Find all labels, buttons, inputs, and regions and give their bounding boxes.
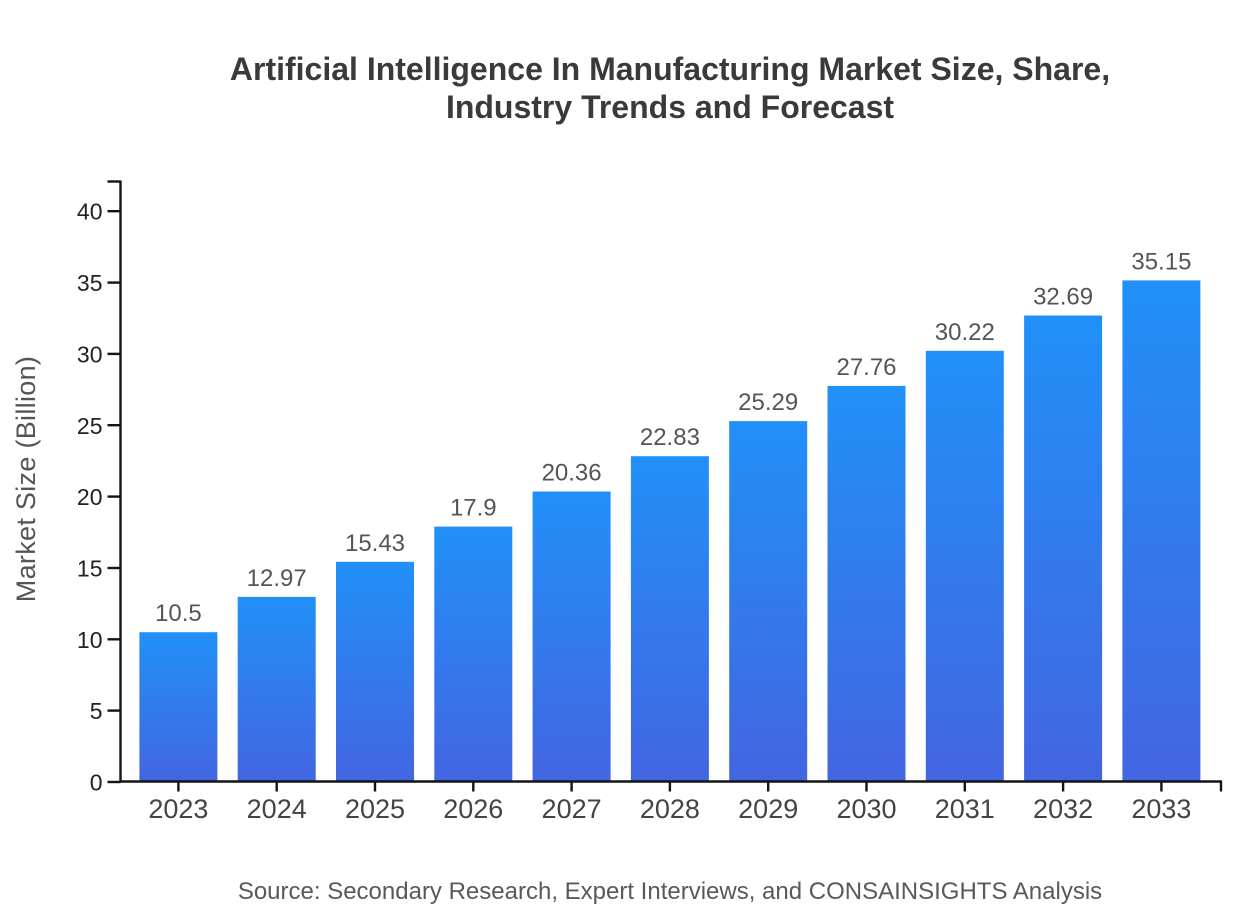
svg-text:17.9: 17.9: [450, 495, 497, 522]
svg-text:15.43: 15.43: [345, 530, 405, 557]
svg-text:35.15: 35.15: [1131, 248, 1191, 275]
svg-text:2023: 2023: [148, 794, 208, 824]
svg-text:2032: 2032: [1033, 794, 1093, 824]
svg-text:32.69: 32.69: [1033, 284, 1093, 311]
svg-text:25.29: 25.29: [738, 389, 798, 416]
svg-text:10: 10: [77, 627, 103, 653]
svg-text:2028: 2028: [640, 794, 700, 824]
svg-text:2033: 2033: [1131, 794, 1191, 824]
svg-text:2031: 2031: [935, 794, 995, 824]
svg-text:10.5: 10.5: [155, 600, 202, 627]
svg-text:40: 40: [77, 199, 103, 225]
svg-text:22.83: 22.83: [640, 424, 700, 451]
svg-text:2026: 2026: [443, 794, 503, 824]
svg-text:12.97: 12.97: [247, 565, 307, 592]
svg-text:15: 15: [77, 556, 103, 582]
svg-text:35: 35: [77, 270, 103, 296]
svg-text:0: 0: [90, 770, 103, 796]
svg-text:2030: 2030: [836, 794, 896, 824]
svg-text:Source: Secondary Research, Ex: Source: Secondary Research, Expert Inter…: [238, 878, 1102, 905]
svg-text:2025: 2025: [345, 794, 405, 824]
svg-text:5: 5: [90, 698, 103, 724]
svg-text:2024: 2024: [247, 794, 307, 824]
svg-text:2029: 2029: [738, 794, 798, 824]
svg-text:Artificial Intelligence In Man: Artificial Intelligence In Manufacturing…: [230, 51, 1110, 87]
svg-text:20: 20: [77, 484, 103, 510]
svg-text:27.76: 27.76: [836, 354, 896, 381]
svg-text:Industry Trends and Forecast: Industry Trends and Forecast: [446, 89, 894, 125]
svg-text:30: 30: [77, 341, 103, 367]
svg-text:25: 25: [77, 413, 103, 439]
svg-text:2027: 2027: [542, 794, 602, 824]
svg-text:20.36: 20.36: [542, 460, 602, 487]
svg-text:30.22: 30.22: [935, 319, 995, 346]
svg-text:Market Size (Billion): Market Size (Billion): [11, 356, 41, 602]
